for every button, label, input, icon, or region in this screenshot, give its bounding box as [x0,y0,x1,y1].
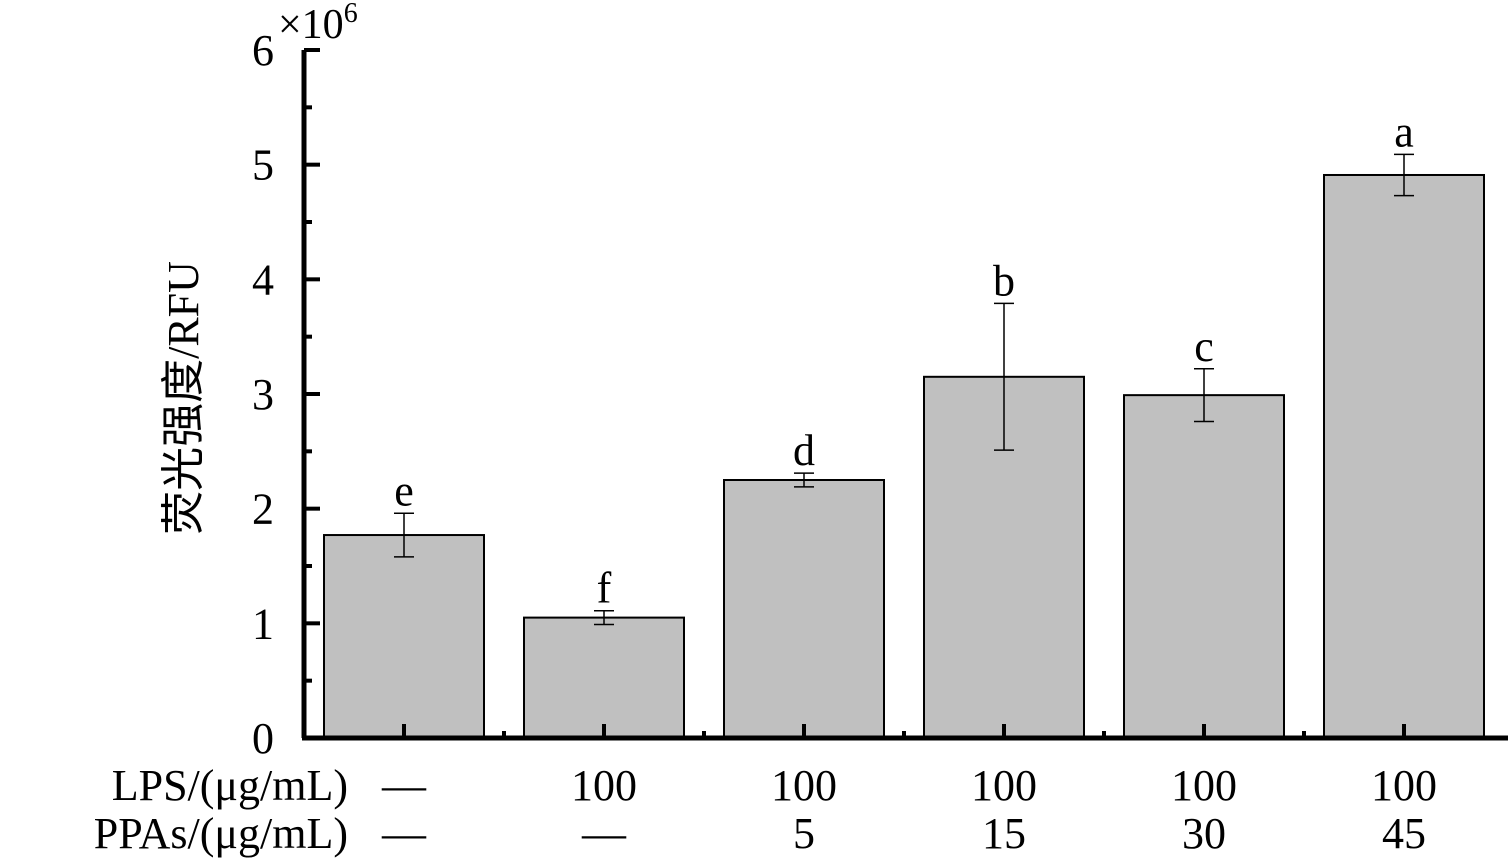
error-bar [594,609,614,626]
lps-value: 100 [1371,761,1437,810]
error-bar [794,472,814,488]
y-tick-label: 3 [252,370,274,419]
ppas-value: 30 [1182,809,1226,858]
lps-value: — [381,761,427,810]
y-tick-label: 0 [252,714,274,763]
y-tick-label: 2 [252,485,274,534]
significance-label: f [597,564,612,613]
lps-values-group: — 100 100 100 100 100 [381,761,1437,810]
y-tick-label: 4 [252,255,274,304]
bar [1123,394,1285,739]
lps-value: 100 [971,761,1037,810]
significance-label: a [1394,107,1414,156]
y-axis-label: 荧光强度/RFU [159,261,208,535]
row-label-ppas: PPAs/(μg/mL) [94,809,348,858]
bar [1323,173,1485,739]
significance-labels-group: e f d b c a [394,107,1414,612]
significance-label: c [1194,322,1214,371]
y-tick-label: 5 [252,141,274,190]
y-ticks-group: 0 1 2 3 4 5 6 [252,26,320,763]
y-tick-label: 6 [252,26,274,75]
ppas-value: — [581,809,627,858]
error-bar [1194,368,1214,423]
ppas-values-group: — — 5 15 30 45 [381,809,1426,858]
ppas-value: — [381,809,427,858]
error-bars-group [394,153,1414,626]
y-exponent: 6 [344,0,358,29]
y-multiplier: ×106 [278,0,358,48]
lps-value: 100 [1171,761,1237,810]
bar [323,534,485,739]
error-bar [994,302,1014,451]
significance-label: e [394,466,414,515]
ppas-value: 15 [982,809,1026,858]
row-labels-group: LPS/(μg/mL)PPAs/(μg/mL) [94,761,348,858]
bars-group [323,173,1485,739]
lps-value: 100 [571,761,637,810]
bar [523,616,685,739]
ppas-value: 5 [793,809,815,858]
error-bar [394,512,414,558]
row-label-lps: LPS/(μg/mL) [112,761,348,810]
x-ticks-group [402,724,1406,738]
y-tick-label: 1 [252,599,274,648]
significance-label: b [993,256,1015,305]
bar [723,479,885,739]
lps-value: 100 [771,761,837,810]
significance-label: d [793,426,815,475]
error-bar [1394,153,1414,197]
ppas-value: 45 [1382,809,1426,858]
